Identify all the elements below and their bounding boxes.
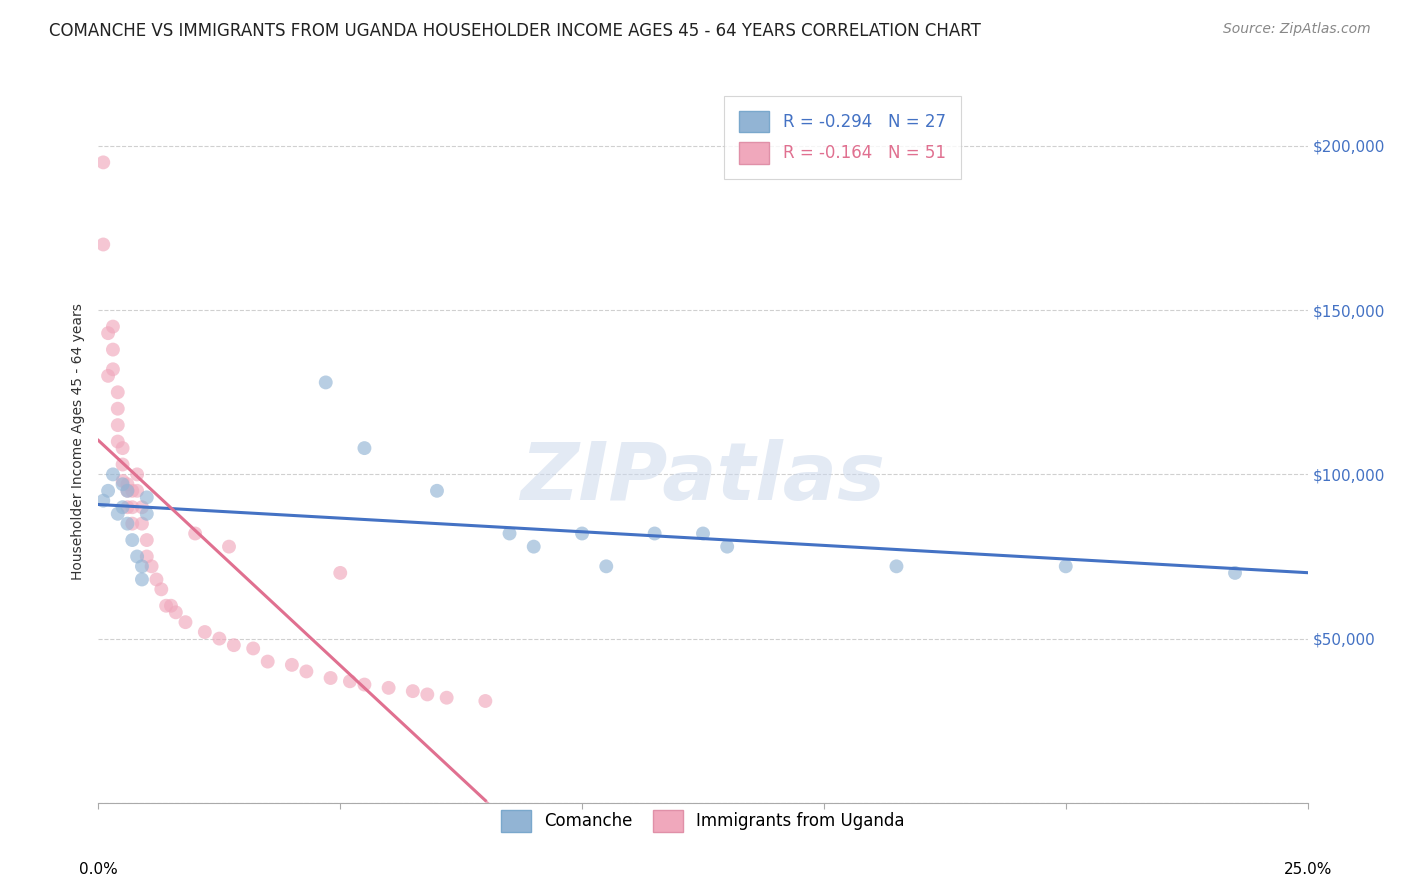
Point bbox=[127, 483, 149, 498]
Point bbox=[97, 326, 120, 341]
Point bbox=[218, 540, 240, 554]
Point bbox=[595, 559, 617, 574]
Point bbox=[416, 687, 439, 701]
Point bbox=[150, 582, 173, 597]
Point bbox=[256, 655, 278, 669]
Point bbox=[97, 368, 120, 383]
Point bbox=[353, 677, 375, 691]
Point bbox=[107, 434, 129, 449]
Point bbox=[97, 483, 120, 498]
Point bbox=[145, 573, 167, 587]
Point bbox=[111, 458, 134, 472]
Point bbox=[339, 674, 361, 689]
Point bbox=[127, 467, 149, 482]
Point bbox=[107, 401, 129, 416]
Point bbox=[222, 638, 245, 652]
Point bbox=[165, 605, 187, 619]
Point bbox=[121, 533, 143, 547]
Point bbox=[1223, 566, 1246, 580]
Point bbox=[436, 690, 458, 705]
Point bbox=[141, 559, 163, 574]
Point bbox=[692, 526, 714, 541]
Point bbox=[107, 385, 129, 400]
Point bbox=[111, 500, 134, 515]
Point bbox=[716, 540, 738, 554]
Point bbox=[117, 516, 139, 531]
Point bbox=[174, 615, 197, 630]
Point bbox=[184, 526, 207, 541]
Point bbox=[101, 319, 124, 334]
Point bbox=[160, 599, 183, 613]
Point bbox=[121, 500, 143, 515]
Point bbox=[127, 549, 149, 564]
Text: 0.0%: 0.0% bbox=[79, 862, 118, 877]
Point bbox=[91, 493, 114, 508]
Point bbox=[135, 491, 157, 505]
Text: COMANCHE VS IMMIGRANTS FROM UGANDA HOUSEHOLDER INCOME AGES 45 - 64 YEARS CORRELA: COMANCHE VS IMMIGRANTS FROM UGANDA HOUSE… bbox=[49, 22, 981, 40]
Point bbox=[886, 559, 908, 574]
Point bbox=[91, 155, 114, 169]
Point bbox=[117, 483, 139, 498]
Legend: Comanche, Immigrants from Uganda: Comanche, Immigrants from Uganda bbox=[488, 797, 918, 845]
Text: 25.0%: 25.0% bbox=[1284, 862, 1331, 877]
Point bbox=[131, 500, 153, 515]
Point bbox=[402, 684, 425, 698]
Point bbox=[91, 237, 114, 252]
Point bbox=[353, 441, 375, 455]
Point bbox=[498, 526, 520, 541]
Point bbox=[315, 376, 337, 390]
Point bbox=[107, 418, 129, 433]
Point bbox=[121, 516, 143, 531]
Point bbox=[117, 483, 139, 498]
Point bbox=[107, 507, 129, 521]
Point bbox=[295, 665, 318, 679]
Point bbox=[131, 559, 153, 574]
Point bbox=[377, 681, 399, 695]
Point bbox=[571, 526, 593, 541]
Point bbox=[111, 477, 134, 491]
Point bbox=[1054, 559, 1077, 574]
Point bbox=[426, 483, 449, 498]
Point bbox=[135, 507, 157, 521]
Point bbox=[135, 549, 157, 564]
Point bbox=[155, 599, 177, 613]
Point bbox=[121, 483, 143, 498]
Point bbox=[194, 625, 217, 640]
Point bbox=[242, 641, 264, 656]
Point bbox=[131, 573, 153, 587]
Point bbox=[319, 671, 342, 685]
Point bbox=[281, 657, 304, 672]
Point bbox=[135, 533, 157, 547]
Text: ZIPatlas: ZIPatlas bbox=[520, 439, 886, 516]
Point bbox=[208, 632, 231, 646]
Point bbox=[111, 474, 134, 488]
Point bbox=[101, 362, 124, 376]
Point bbox=[101, 343, 124, 357]
Point bbox=[523, 540, 546, 554]
Point bbox=[101, 467, 124, 482]
Y-axis label: Householder Income Ages 45 - 64 years: Householder Income Ages 45 - 64 years bbox=[70, 303, 84, 580]
Point bbox=[644, 526, 666, 541]
Point bbox=[474, 694, 496, 708]
Point bbox=[117, 477, 139, 491]
Point bbox=[329, 566, 352, 580]
Text: Source: ZipAtlas.com: Source: ZipAtlas.com bbox=[1223, 22, 1371, 37]
Point bbox=[111, 441, 134, 455]
Point bbox=[131, 516, 153, 531]
Point bbox=[117, 500, 139, 515]
